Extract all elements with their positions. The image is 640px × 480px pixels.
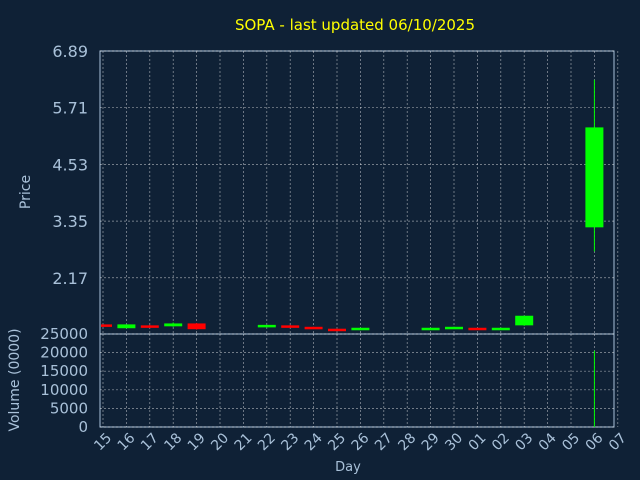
x-tick-label: 25 [325,430,349,454]
candle-body [491,327,510,331]
candle-body [445,326,463,330]
volume-axis-label: Volume (0000) [7,328,23,431]
candle-body [257,324,276,328]
price-grid [100,50,619,334]
candle-body [101,324,112,327]
candle-body [515,315,534,326]
volume-grid [100,333,619,428]
x-tick-label: 26 [349,430,373,454]
x-tick-label: 27 [372,430,396,454]
x-tick-label: 16 [115,430,139,454]
price-candles [101,79,604,332]
x-tick-label: 17 [138,430,162,454]
volume-tick-label: 5000 [50,399,88,417]
volume-tick-label: 0 [78,418,88,436]
price-tick-labels: 6.89 5.71 4.53 3.35 2.17 [52,42,88,288]
x-tick-label: 19 [185,430,209,454]
x-tick-label: 21 [232,430,256,454]
x-tick-label: 07 [606,430,630,454]
volume-tick-label: 10000 [40,381,88,399]
x-tick-label: 23 [278,430,302,454]
candle-body [328,328,346,332]
price-axis-label: Price [18,175,34,209]
x-tick-label: 05 [559,430,583,454]
x-tick-labels: 15 16 17 18 19 20 21 22 23 24 25 26 27 28 29 30 01 02 03 04… [91,430,630,454]
price-plot-area [99,50,615,335]
price-tick-label: 4.53 [52,155,88,174]
x-tick-label: 24 [302,430,326,454]
x-tick-label: 29 [419,430,443,454]
chart-title: SOPA - last updated 06/10/2025 [235,16,475,34]
candle-body [140,325,159,328]
candle-body [281,325,300,328]
candle-body [585,127,604,228]
volume-tick-label: 15000 [40,362,88,380]
candle-body [117,324,136,329]
x-tick-label: 01 [466,430,490,454]
x-tick-label: 18 [161,430,185,454]
volume-plot-area [99,333,615,428]
price-tick-label: 3.35 [52,212,88,231]
x-tick-label: 15 [91,430,115,454]
candle-body [187,323,206,330]
x-tick-label: 22 [255,430,279,454]
x-tick-label: 02 [489,430,513,454]
x-tick-label: 03 [512,430,536,454]
candle-body [351,327,370,331]
x-tick-label: 20 [208,430,232,454]
x-tick-label: 06 [583,430,607,454]
price-tick-label: 5.71 [52,99,88,118]
candle-body [468,327,487,331]
x-tick-label: 04 [536,430,560,454]
price-tick-label: 6.89 [52,42,88,61]
candle-body [304,326,323,330]
x-axis-label: Day [335,460,361,475]
volume-tick-label: 20000 [40,344,88,362]
volume-tick-label: 25000 [40,325,88,343]
x-tick-label: 30 [442,430,466,454]
x-tick-label: 28 [395,430,419,454]
price-tick-label: 2.17 [52,269,88,288]
candle-body [164,323,183,327]
candle-body [421,327,440,331]
